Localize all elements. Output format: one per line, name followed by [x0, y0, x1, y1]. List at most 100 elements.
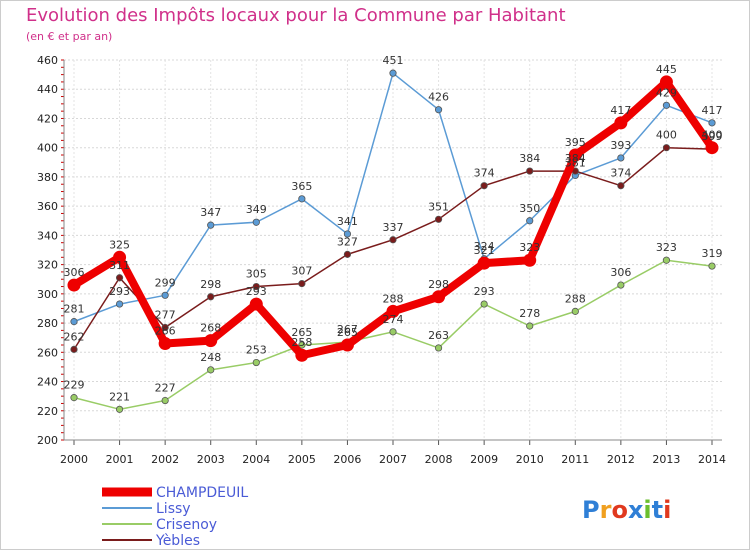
y-tick-label: 300	[37, 288, 58, 301]
y-tick-label: 320	[37, 259, 58, 272]
data-label-lissy: 417	[702, 104, 723, 117]
x-tick-label: 2001	[106, 453, 134, 466]
data-label-crisenoy: 221	[109, 390, 130, 403]
data-label-crisenoy: 263	[428, 329, 449, 342]
logo-letter: o	[611, 496, 628, 524]
data-point-champdeuil	[386, 304, 400, 318]
logo-letter: r	[600, 496, 612, 524]
data-point-champdeuil	[340, 338, 354, 352]
y-tick-label: 380	[37, 171, 58, 184]
data-label-champdeuil: 321	[474, 244, 495, 257]
data-label-yèbles: 400	[656, 129, 677, 142]
data-label-crisenoy: 267	[337, 323, 358, 336]
data-label-yèbles: 277	[155, 308, 176, 321]
data-point-crisenoy	[207, 366, 215, 374]
data-label-lissy: 281	[64, 303, 85, 316]
y-tick-label: 420	[37, 112, 58, 125]
data-label-yèbles: 262	[64, 330, 85, 343]
data-label-lissy: 341	[337, 215, 358, 228]
y-tick-label: 240	[37, 376, 58, 389]
data-label-lissy: 381	[565, 156, 586, 169]
data-label-champdeuil: 395	[565, 136, 586, 149]
data-label-lissy: 429	[656, 86, 677, 99]
data-point-champdeuil	[204, 334, 218, 348]
data-label-crisenoy: 253	[246, 344, 267, 357]
data-point-champdeuil	[432, 290, 446, 304]
data-label-crisenoy: 319	[702, 247, 723, 260]
data-label-champdeuil: 268	[200, 322, 221, 335]
x-tick-label: 2000	[60, 453, 88, 466]
data-point-lissy	[207, 221, 215, 229]
data-label-lissy: 350	[519, 202, 540, 215]
data-point-champdeuil	[249, 297, 263, 311]
data-point-crisenoy	[662, 256, 671, 264]
data-point-champdeuil	[568, 148, 582, 162]
data-point-lissy	[662, 101, 671, 109]
data-label-champdeuil: 306	[64, 266, 85, 279]
data-label-yèbles: 374	[610, 167, 631, 180]
y-tick-label: 200	[37, 434, 58, 447]
data-point-lissy	[70, 318, 78, 326]
data-point-yèbles	[662, 144, 671, 152]
data-label-champdeuil: 445	[656, 63, 677, 76]
data-label-champdeuil: 323	[519, 241, 540, 254]
data-point-crisenoy	[480, 300, 488, 308]
data-point-champdeuil	[295, 348, 309, 362]
legend-label: Yèbles	[155, 533, 200, 549]
data-label-lissy: 365	[291, 180, 312, 193]
data-label-champdeuil: 298	[428, 278, 449, 291]
data-point-yèbles	[434, 215, 443, 223]
data-label-layer: 281 293 299 347 349 365 341 451 426 324 350 381 393 4…	[64, 54, 723, 403]
data-point-yèbles	[207, 293, 215, 301]
data-point-yèbles	[70, 345, 78, 353]
legend-label: Crisenoy	[156, 517, 217, 533]
data-point-crisenoy	[70, 394, 78, 402]
x-tick-label: 2005	[288, 453, 316, 466]
x-tick-label: 2003	[197, 453, 225, 466]
data-point-yèbles	[161, 323, 169, 332]
data-label-lissy: 393	[610, 139, 631, 152]
x-tick-label: 2011	[561, 453, 589, 466]
y-tick-label: 440	[37, 83, 58, 96]
data-label-champdeuil: 293	[246, 285, 267, 298]
data-label-crisenoy: 278	[519, 307, 540, 320]
logo-letter: P	[582, 496, 600, 524]
data-label-crisenoy: 227	[155, 382, 176, 395]
data-point-champdeuil	[705, 141, 719, 155]
x-tick-label: 2002	[151, 453, 179, 466]
data-point-lissy	[389, 69, 397, 77]
data-point-lissy	[434, 106, 443, 114]
data-label-yèbles: 374	[474, 167, 495, 180]
data-point-lissy	[161, 291, 169, 299]
x-tick-label: 2013	[652, 453, 680, 466]
axis-layer: 200 220 240 260 280 300 320 340 360 380 400 420 440 4…	[37, 54, 726, 466]
y-tick-label: 400	[37, 142, 58, 155]
data-label-yèbles: 351	[428, 200, 449, 213]
data-point-champdeuil	[614, 116, 628, 130]
data-point-crisenoy	[298, 341, 306, 349]
data-point-yèbles	[526, 167, 534, 175]
data-label-champdeuil: 265	[337, 326, 358, 339]
data-label-yèbles: 298	[200, 278, 221, 291]
data-point-crisenoy	[161, 396, 169, 405]
data-label-crisenoy: 248	[200, 351, 221, 364]
logo-letter: t	[652, 496, 663, 524]
data-point-lissy	[708, 119, 716, 127]
x-tick-label: 2007	[379, 453, 407, 466]
x-tick-label: 2014	[698, 453, 726, 466]
data-label-lissy: 293	[109, 285, 130, 298]
data-label-crisenoy: 274	[383, 313, 404, 326]
x-tick-label: 2009	[470, 453, 498, 466]
y-tick-label: 360	[37, 200, 58, 213]
data-point-yèbles	[115, 274, 124, 282]
data-point-crisenoy	[434, 344, 443, 352]
y-tick-label: 260	[37, 346, 58, 359]
data-point-lissy	[298, 195, 306, 203]
series-layer	[67, 69, 719, 413]
data-point-lissy	[115, 300, 124, 308]
data-label-champdeuil: 266	[155, 325, 176, 338]
data-point-yèbles	[343, 250, 352, 258]
data-label-champdeuil: 417	[610, 104, 631, 117]
data-point-champdeuil	[158, 337, 172, 351]
